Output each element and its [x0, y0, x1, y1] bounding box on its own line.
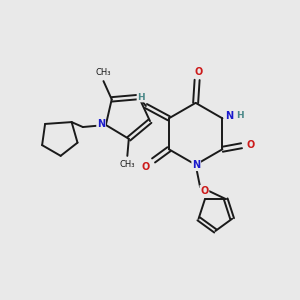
Text: O: O	[194, 67, 202, 77]
Text: CH₃: CH₃	[120, 160, 135, 169]
Text: N: N	[192, 160, 200, 170]
Text: O: O	[200, 186, 208, 196]
Text: H: H	[137, 93, 145, 102]
Text: N: N	[225, 111, 233, 121]
Text: O: O	[246, 140, 254, 150]
Text: CH₃: CH₃	[96, 68, 111, 77]
Text: H: H	[236, 112, 244, 121]
Text: O: O	[142, 162, 150, 172]
Text: N: N	[97, 119, 105, 129]
